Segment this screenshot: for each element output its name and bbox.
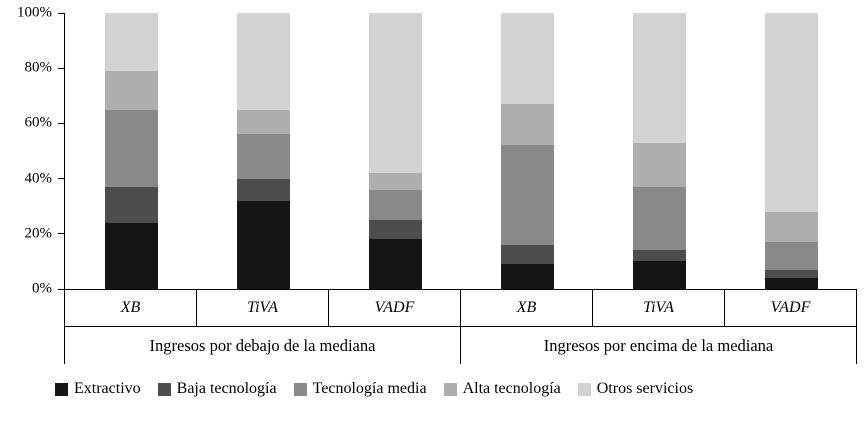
legend-label: Extractivo — [74, 380, 141, 397]
y-tick-mark — [58, 288, 64, 290]
category-label: XB — [64, 290, 197, 326]
bar-segment-extractivo — [236, 200, 290, 289]
bar-segment-baja-tecnologia — [500, 244, 554, 265]
bar-segment-tecnologia-media — [236, 134, 290, 179]
y-tick-label: 20% — [24, 225, 53, 242]
bar-segment-baja-tecnologia — [368, 219, 422, 240]
legend-label: Baja tecnología — [176, 380, 277, 397]
category-label: TiVA — [593, 290, 725, 326]
category-label: TiVA — [197, 290, 329, 326]
bar-column — [593, 13, 725, 289]
bar-segment-extractivo — [764, 277, 818, 289]
bar-segment-alta-tecnologia — [764, 211, 818, 243]
y-tick-mark — [58, 67, 64, 69]
stacked-bar — [236, 13, 290, 289]
bar-segment-alta-tecnologia — [368, 173, 422, 190]
y-tick-mark — [58, 12, 64, 14]
bar-segment-baja-tecnologia — [764, 269, 818, 278]
group-label: Ingresos por debajo de la mediana — [64, 327, 461, 364]
category-axis: XB TiVA VADF XB TiVA VADF — [64, 289, 857, 327]
bar-column — [461, 13, 593, 289]
bar-column — [725, 13, 857, 289]
legend-label: Tecnología media — [312, 380, 427, 397]
bar-segment-otros-servicios — [236, 13, 290, 110]
legend-item: Otros servicios — [577, 380, 694, 398]
stacked-bar — [764, 13, 818, 289]
legend-swatch — [157, 382, 171, 396]
legend-swatch — [577, 382, 591, 396]
group-label: Ingresos por encima de la mediana — [461, 327, 857, 364]
y-tick-label: 100% — [17, 4, 52, 21]
bar-segment-extractivo — [632, 261, 686, 289]
bar-segment-baja-tecnologia — [236, 178, 290, 201]
bar-segment-alta-tecnologia — [104, 70, 158, 110]
bar-column — [65, 13, 197, 289]
bar-segment-otros-servicios — [104, 13, 158, 71]
bar-segment-tecnologia-media — [632, 186, 686, 251]
y-tick-mark — [58, 178, 64, 180]
y-tick-mark — [58, 122, 64, 124]
bar-segment-tecnologia-media — [764, 242, 818, 270]
stacked-bar — [632, 13, 686, 289]
bar-segment-tecnologia-media — [368, 189, 422, 220]
bar-segment-extractivo — [104, 222, 158, 289]
category-label: XB — [461, 290, 593, 326]
legend-swatch — [293, 382, 307, 396]
category-label: VADF — [329, 290, 461, 326]
stacked-bar — [368, 13, 422, 289]
y-axis: 100% 80% 60% 40% 20% 0% — [0, 5, 64, 296]
stacked-bar — [500, 13, 554, 289]
y-tick-label: 60% — [24, 114, 53, 131]
bar-segment-baja-tecnologia — [104, 186, 158, 223]
bar-segment-baja-tecnologia — [632, 250, 686, 262]
group-axis: Ingresos por debajo de la mediana Ingreso… — [64, 327, 857, 364]
bar-segment-otros-servicios — [764, 13, 818, 212]
bar-segment-alta-tecnologia — [632, 142, 686, 187]
legend-item: Alta tecnología — [443, 380, 561, 398]
bar-segment-alta-tecnologia — [236, 109, 290, 135]
bar-segment-otros-servicios — [632, 13, 686, 143]
legend-item: Extractivo — [55, 380, 141, 398]
bar-column — [197, 13, 329, 289]
chart-row: 100% 80% 60% 40% 20% 0% XB TiVA VADF XB TiVA VADF … — [0, 5, 865, 364]
y-tick-label: 80% — [24, 59, 53, 76]
bar-segment-extractivo — [368, 239, 422, 289]
bar-segment-alta-tecnologia — [500, 104, 554, 146]
legend-swatch — [55, 382, 68, 396]
legend-item: Baja tecnología — [157, 380, 277, 398]
legend: Extractivo Baja tecnología Tecnología medi… — [55, 380, 865, 398]
legend-label: Alta tecnología — [462, 380, 561, 397]
y-tick-label: 0% — [32, 280, 52, 297]
bar-column — [329, 13, 461, 289]
bar-segment-otros-servicios — [368, 13, 422, 174]
y-tick-mark — [58, 233, 64, 235]
bar-segment-extractivo — [500, 264, 554, 289]
bar-segment-tecnologia-media — [500, 145, 554, 245]
legend-swatch — [443, 382, 457, 396]
legend-label: Otros servicios — [596, 380, 694, 397]
legend-item: Tecnología media — [293, 380, 427, 398]
bar-segment-tecnologia-media — [104, 109, 158, 187]
plot-wrap: XB TiVA VADF XB TiVA VADF Ingresos por debajo… — [58, 12, 857, 364]
bar-segment-otros-servicios — [500, 13, 554, 105]
y-tick-label: 40% — [24, 170, 53, 187]
plot-area — [58, 12, 857, 290]
stacked-bar — [104, 13, 158, 289]
category-label: VADF — [725, 290, 857, 326]
